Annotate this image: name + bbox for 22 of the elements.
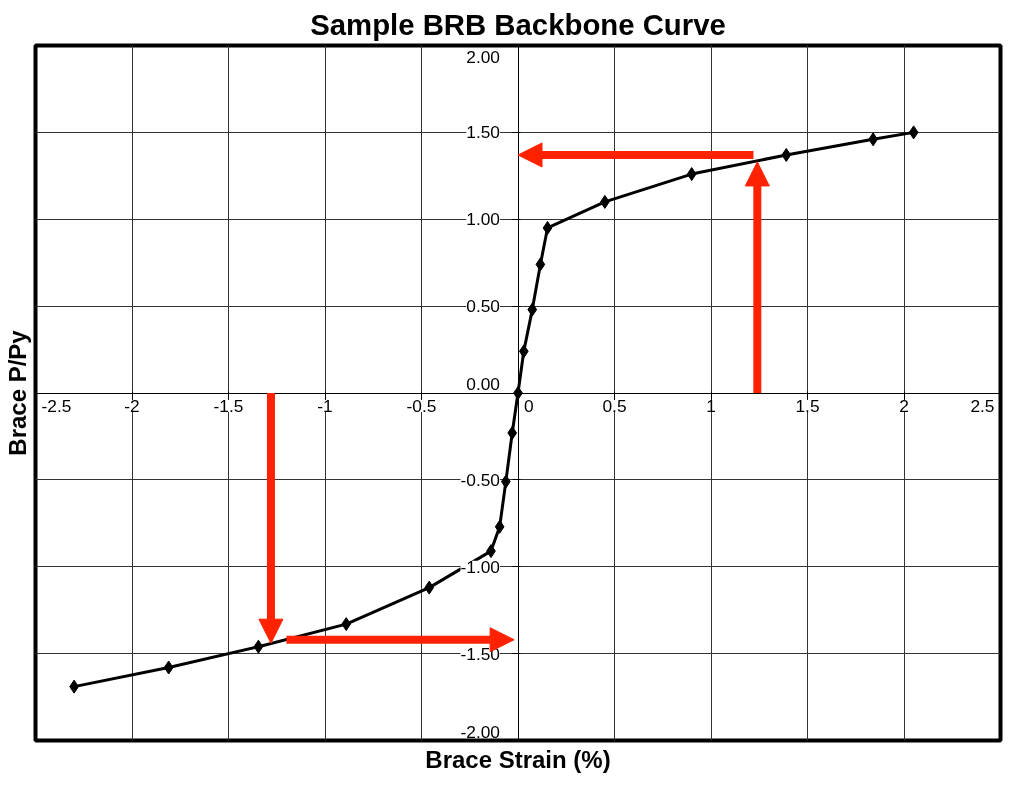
x-tick-label: 0 bbox=[524, 396, 534, 416]
x-tick-label: 0.5 bbox=[602, 396, 627, 416]
y-tick-label: 1.50 bbox=[466, 122, 501, 143]
x-axis-title: Brace Strain (%) bbox=[425, 745, 611, 773]
chart-title: Sample BRB Backbone Curve bbox=[310, 7, 726, 41]
x-tick-label: 2.5 bbox=[970, 396, 995, 416]
y-axis-title: Brace P/Py bbox=[3, 329, 31, 456]
y-tick-label: 0.50 bbox=[466, 296, 501, 317]
y-tick-label: 1.00 bbox=[466, 209, 501, 230]
x-tick-label: -0.5 bbox=[406, 396, 437, 416]
x-tick-label: -2 bbox=[124, 396, 140, 416]
y-tick-label: -2.00 bbox=[460, 721, 500, 742]
y-tick-label: 0.00 bbox=[466, 374, 501, 394]
y-tick-label: 2.00 bbox=[466, 46, 501, 67]
x-tick-label: 1.5 bbox=[795, 396, 820, 416]
x-tick-label: -1.5 bbox=[213, 396, 244, 416]
y-tick-label: -0.50 bbox=[460, 469, 500, 490]
x-tick-label: 2 bbox=[899, 396, 909, 416]
x-tick-label: -1 bbox=[317, 396, 333, 416]
x-tick-label: 1 bbox=[706, 396, 716, 416]
y-tick-label: -1.00 bbox=[460, 556, 500, 577]
x-tick-label: -2.5 bbox=[41, 396, 72, 416]
